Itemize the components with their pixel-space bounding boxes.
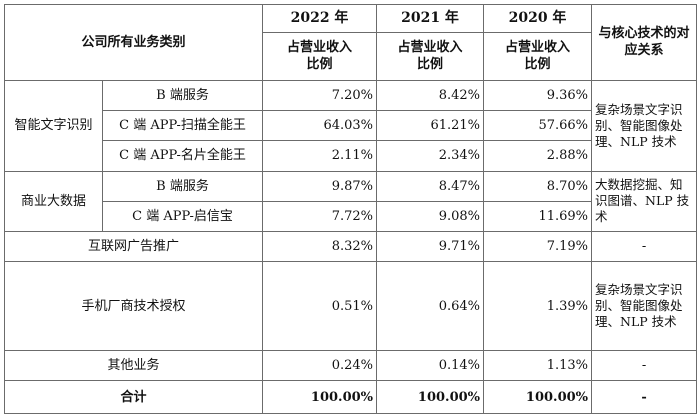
- table-row: C 端 APP-启信宝 7.72% 9.08% 11.69%: [5, 200, 697, 233]
- share-label-line2: 比例: [417, 57, 444, 73]
- total-row: 合计 100.00% 100.00% 100.00% -: [3, 380, 698, 414]
- value-2021: 8.47%: [376, 170, 485, 202]
- value-2021: 2.34%: [376, 140, 485, 172]
- share-label-line2: 比例: [306, 57, 333, 73]
- value-2022: 64.03%: [262, 109, 378, 142]
- value-2021: 61.21%: [376, 109, 485, 142]
- value-2021: 100.00%: [376, 380, 485, 414]
- value-2021: 8.42%: [376, 79, 485, 112]
- group-ocr: 智能文字识别: [4, 79, 103, 172]
- row-name-licensing: 手机厂商技术授权: [3, 261, 264, 352]
- header-relation: 与核心技术的对应关系: [591, 4, 698, 81]
- value-2022: 100.00%: [262, 380, 378, 414]
- row-name-ads: 互联网广告推广: [3, 231, 264, 263]
- header-row-years: 公司所有业务类别 2022 年 2021 年 2020 年 与核心技术的对应关系: [3, 3, 698, 81]
- value-2022: 7.20%: [262, 79, 378, 112]
- row-name-other: 其他业务: [3, 350, 264, 382]
- value-2020: 57.66%: [483, 109, 593, 142]
- value-2022: 8.32%: [262, 231, 378, 263]
- value-2021: 0.64%: [376, 261, 485, 352]
- relation-licensing: 复杂场景文字识别、智能图像处理、NLP 技术: [591, 261, 698, 352]
- row-name: B 端服务: [101, 170, 264, 202]
- value-2022: 7.72%: [262, 200, 378, 233]
- row-name-total: 合计: [3, 380, 264, 414]
- relation-bigdata: 大数据挖掘、知识图谱、NLP 技术: [591, 170, 698, 233]
- value-2020: 11.69%: [483, 200, 593, 233]
- table-row: 其他业务 0.24% 0.14% 1.13% -: [3, 350, 698, 382]
- share-label-line1: 占营业收入: [287, 40, 353, 56]
- share-label-line2: 比例: [524, 57, 551, 73]
- table-row: C 端 APP-名片全能王 2.11% 2.34% 2.88%: [5, 140, 697, 172]
- header-share-2020: 占营业收入 比例: [483, 32, 593, 81]
- table-row: 智能文字识别 B 端服务 7.20% 8.42% 9.36% 复杂场景文字识别、…: [4, 79, 698, 172]
- row-name: C 端 APP-名片全能王: [101, 140, 264, 172]
- value-2020: 7.19%: [483, 231, 593, 263]
- header-year-2022: 2022 年: [262, 3, 378, 34]
- value-2021: 9.08%: [376, 200, 485, 233]
- group-bigdata: 商业大数据: [4, 170, 103, 233]
- header-row-share: 占营业收入 比例 占营业收入 比例 占营业收入 比例: [5, 32, 697, 81]
- value-2020: 9.36%: [483, 79, 593, 112]
- share-label-line1: 占营业收入: [397, 40, 463, 56]
- value-2022: 9.87%: [262, 170, 378, 202]
- header-year-2020: 2020 年: [483, 3, 593, 34]
- table-row: 手机厂商技术授权 0.51% 0.64% 1.39% 复杂场景文字识别、智能图像…: [3, 261, 698, 352]
- header-share-2021: 占营业收入 比例: [376, 32, 485, 81]
- value-2020: 1.13%: [483, 350, 593, 382]
- business-revenue-table: 公司所有业务类别 2022 年 2021 年 2020 年 与核心技术的对应关系…: [3, 3, 698, 414]
- value-2021: 0.14%: [376, 350, 485, 382]
- value-2022: 2.11%: [262, 140, 378, 172]
- relation-ads: -: [591, 231, 698, 263]
- row-name: C 端 APP-启信宝: [101, 200, 264, 233]
- share-label-line1: 占营业收入: [505, 40, 571, 56]
- table-row: 商业大数据 B 端服务 9.87% 8.47% 8.70% 大数据挖掘、知识图谱…: [4, 170, 698, 233]
- value-2022: 0.24%: [262, 350, 378, 382]
- value-2020: 1.39%: [483, 261, 593, 352]
- row-name: B 端服务: [101, 79, 264, 112]
- relation-ocr: 复杂场景文字识别、智能图像处理、NLP 技术: [591, 79, 698, 172]
- relation-total: -: [591, 380, 698, 414]
- relation-other: -: [591, 350, 698, 382]
- header-year-2021: 2021 年: [376, 3, 485, 34]
- table-row: C 端 APP-扫描全能王 64.03% 61.21% 57.66%: [5, 109, 697, 142]
- header-share-2022: 占营业收入 比例: [262, 32, 378, 81]
- value-2020: 100.00%: [483, 380, 593, 414]
- table-row: 互联网广告推广 8.32% 9.71% 7.19% -: [3, 231, 698, 263]
- value-2021: 9.71%: [376, 231, 485, 263]
- header-category: 公司所有业务类别: [3, 4, 264, 81]
- value-2020: 2.88%: [483, 140, 593, 172]
- value-2020: 8.70%: [483, 170, 593, 202]
- value-2022: 0.51%: [262, 261, 378, 352]
- row-name: C 端 APP-扫描全能王: [101, 109, 264, 142]
